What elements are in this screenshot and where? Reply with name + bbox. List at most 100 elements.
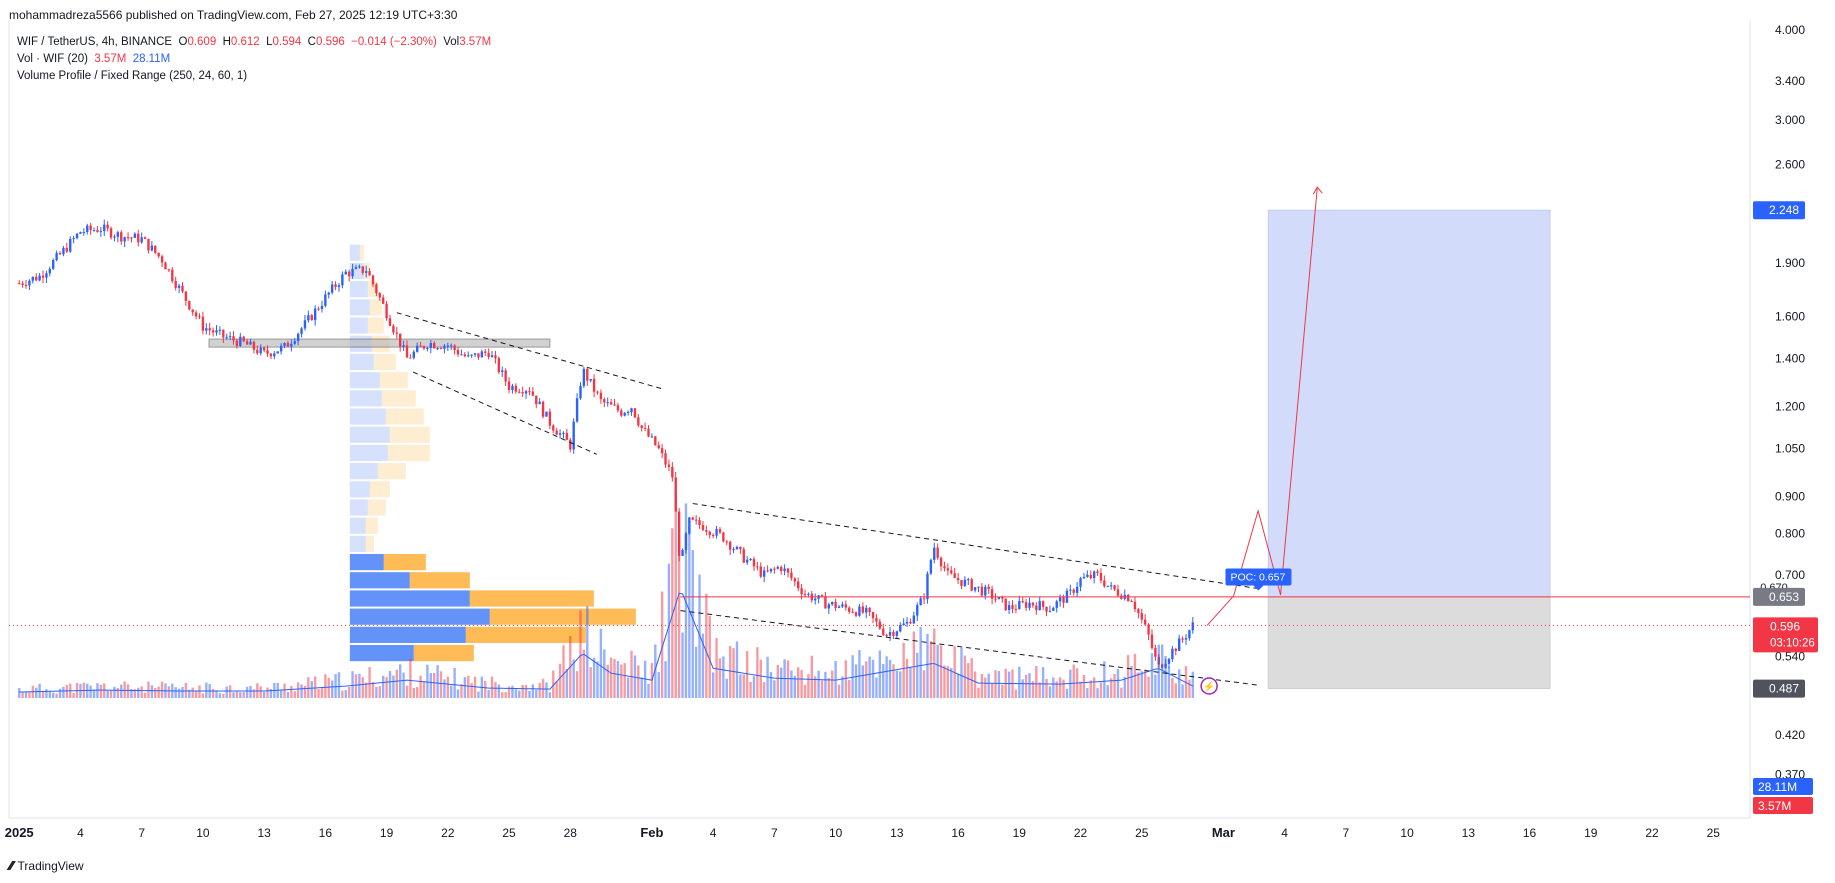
volume-bar xyxy=(905,659,909,698)
candle-body xyxy=(1004,598,1007,611)
volume-bar xyxy=(586,606,589,698)
candle-body xyxy=(92,230,96,232)
candle-body xyxy=(1021,601,1024,603)
volume-bar xyxy=(776,664,779,698)
candle-body xyxy=(303,320,307,329)
candle-body xyxy=(1147,624,1150,635)
volume-bar xyxy=(320,687,324,698)
volume-bar xyxy=(742,674,745,698)
volume-bar xyxy=(548,692,552,698)
volume-bar xyxy=(984,677,987,698)
candle-body xyxy=(895,631,899,636)
candle-body xyxy=(800,588,803,595)
vp-row-up xyxy=(349,553,384,571)
volume-bar xyxy=(18,687,21,698)
volume-profile-row[interactable]: Volume Profile / Fixed Range (250, 24, 6… xyxy=(17,68,491,85)
candle-body xyxy=(694,519,698,521)
candle-body xyxy=(55,253,58,261)
volume-bar xyxy=(582,649,586,698)
volume-indicator-value-1: 3.57M xyxy=(94,53,127,65)
candle-body xyxy=(752,558,756,567)
volume-bar xyxy=(463,677,467,698)
volume-bar xyxy=(28,692,31,698)
volume-bar xyxy=(633,655,637,698)
candle-body xyxy=(41,275,45,278)
symbol-row[interactable]: WIF / TetherUS, 4h, BINANCE O0.609 H0.61… xyxy=(17,34,491,51)
volume-bar xyxy=(797,667,800,698)
volume-bar xyxy=(419,675,422,698)
candle-body xyxy=(208,328,211,331)
candle-body xyxy=(626,411,630,413)
candle-body xyxy=(181,285,184,292)
candle-body xyxy=(484,351,487,353)
volume-bar xyxy=(293,691,296,698)
candle-body xyxy=(1130,601,1133,603)
price-tick-label: 3.000 xyxy=(1775,113,1805,127)
volume-bar xyxy=(174,687,177,698)
volume-bar xyxy=(800,670,803,698)
time-tick-label: 2025 xyxy=(5,825,34,840)
volume-bar xyxy=(72,693,75,698)
candle-body xyxy=(620,410,623,416)
volume-bar xyxy=(861,665,865,698)
volume-bar xyxy=(133,689,137,698)
vp-row-down xyxy=(367,281,378,298)
volume-bar xyxy=(1126,655,1130,698)
candle-body xyxy=(416,345,419,352)
time-tick-label: 25 xyxy=(502,826,516,840)
candle-body xyxy=(31,276,35,281)
volume-bar xyxy=(38,683,41,698)
channel-1-upper-line xyxy=(396,312,663,390)
volume-profile-title[interactable]: Volume Profile / Fixed Range (250, 24, 6… xyxy=(17,70,248,82)
volume-bar xyxy=(381,675,385,698)
stop-price-label-box xyxy=(1753,679,1805,698)
volume-bar xyxy=(89,685,92,698)
candle-body xyxy=(562,432,565,434)
candle-body xyxy=(732,549,735,551)
volume-bar xyxy=(456,689,460,698)
volume-bar xyxy=(623,663,626,698)
volume-bar xyxy=(865,661,868,698)
volume-bar xyxy=(837,684,841,698)
candle-body xyxy=(446,345,450,347)
candle-body xyxy=(171,269,174,282)
candle-body xyxy=(164,262,167,270)
volume-indicator-row[interactable]: Vol · WIF (20) 3.57M 28.11M xyxy=(17,51,491,68)
volume-bar xyxy=(660,591,664,698)
volume-bar xyxy=(538,682,541,698)
candle-body xyxy=(1035,605,1038,611)
candle-body xyxy=(637,417,640,426)
volume-bar xyxy=(630,650,633,698)
candle-body xyxy=(116,232,120,237)
candle-body xyxy=(375,284,378,294)
volume-bar xyxy=(1160,644,1164,698)
volume-bar xyxy=(1024,674,1028,698)
candle-body xyxy=(848,607,851,612)
volume-bar xyxy=(980,673,984,698)
vp-row-down xyxy=(383,553,426,571)
candle-body xyxy=(1038,601,1041,611)
candle-body xyxy=(528,391,531,393)
volume-bar xyxy=(565,668,569,698)
time-tick-label: 19 xyxy=(380,826,394,840)
candle-body xyxy=(586,368,589,381)
volume-bar xyxy=(157,686,160,698)
vp-row-up xyxy=(349,408,386,425)
volume-bar xyxy=(834,661,837,698)
candle-body xyxy=(211,330,215,333)
volume-bar xyxy=(732,648,735,698)
candle-body xyxy=(69,238,72,252)
candle-body xyxy=(249,341,252,345)
candle-body xyxy=(504,370,507,382)
volume-bar xyxy=(497,684,501,698)
symbol-title[interactable]: WIF / TetherUS, 4h, BINANCE xyxy=(17,36,173,48)
price-tick-label: 0.420 xyxy=(1775,728,1805,742)
volume-bar xyxy=(439,671,443,698)
volume-bar xyxy=(242,692,245,698)
volume-bar xyxy=(262,691,266,698)
volume-indicator-title[interactable]: Vol · WIF (20) xyxy=(17,53,88,65)
candle-body xyxy=(490,355,494,358)
vp-row-up xyxy=(349,590,470,607)
vp-row-up xyxy=(349,535,366,552)
